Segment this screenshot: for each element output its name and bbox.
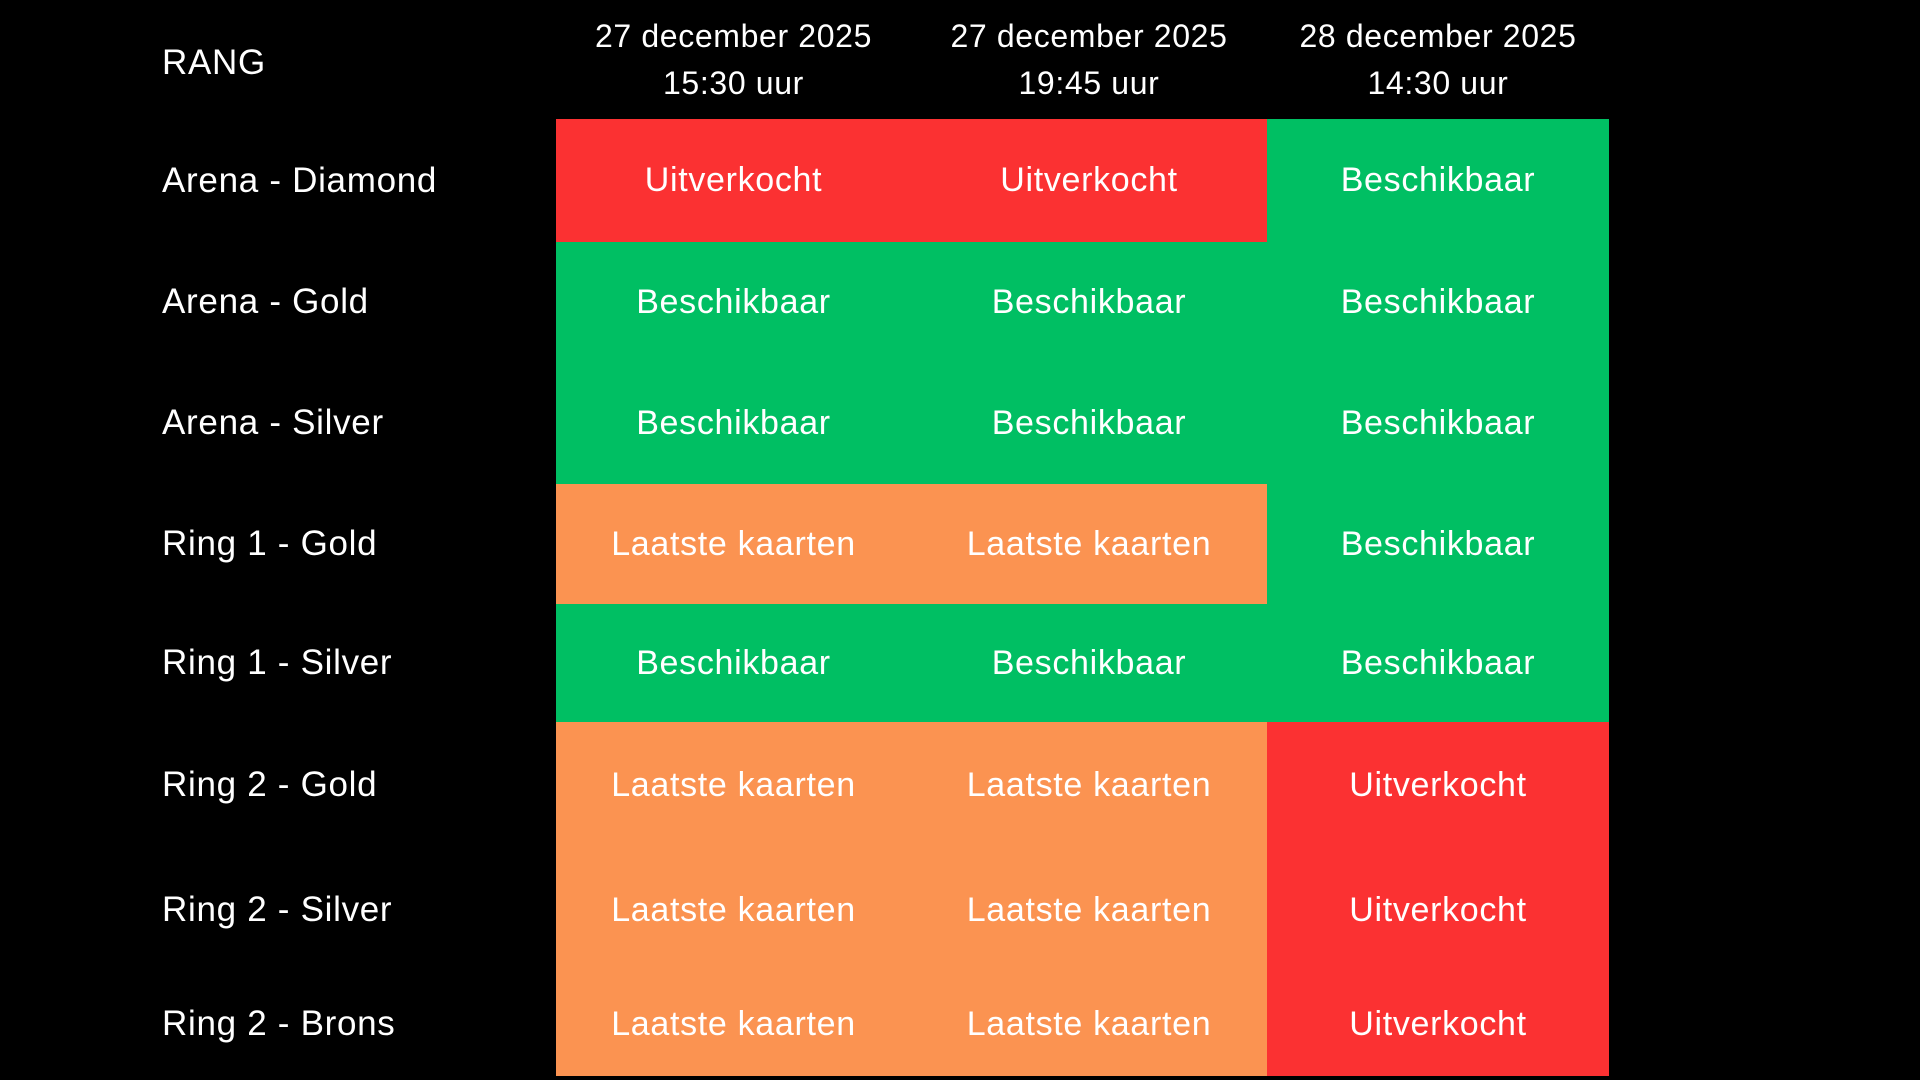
status-label: Laatste kaarten bbox=[966, 524, 1212, 563]
session-2-date: 27 december 2025 bbox=[950, 17, 1228, 54]
session-header-2: 27 december 2025 19:45 uur bbox=[911, 0, 1267, 119]
status-cell-sold-out[interactable]: Uitverkocht bbox=[1267, 848, 1609, 972]
status-label: Uitverkocht bbox=[644, 161, 823, 199]
status-label: Uitverkocht bbox=[1349, 765, 1527, 804]
status-label: Uitverkocht bbox=[1349, 1004, 1527, 1043]
status-label: Beschikbaar bbox=[1340, 282, 1536, 321]
rank-label-text: Ring 1 - Gold bbox=[162, 524, 378, 563]
status-label: Laatste kaarten bbox=[611, 765, 856, 804]
status-label: Beschikbaar bbox=[1340, 643, 1536, 682]
status-cell-available[interactable]: Beschikbaar bbox=[911, 604, 1267, 722]
status-cell-available[interactable]: Beschikbaar bbox=[556, 242, 911, 362]
status-label: Uitverkocht bbox=[1349, 890, 1527, 929]
session-1-date: 27 december 2025 bbox=[594, 17, 873, 54]
status-label: Beschikbaar bbox=[991, 643, 1187, 682]
session-3-date: 28 december 2025 bbox=[1299, 17, 1577, 54]
rank-label-text: Arena - Gold bbox=[162, 282, 369, 321]
rank-label: Ring 2 - Brons bbox=[0, 972, 556, 1076]
status-label: Uitverkocht bbox=[1000, 161, 1178, 199]
session-header-1: 27 december 2025 15:30 uur bbox=[556, 0, 911, 119]
rank-label-text: Ring 2 - Gold bbox=[162, 765, 378, 804]
session-header-3: 28 december 2025 14:30 uur bbox=[1267, 0, 1609, 119]
status-cell-available[interactable]: Beschikbaar bbox=[1267, 484, 1609, 604]
status-cell-available[interactable]: Beschikbaar bbox=[556, 362, 911, 484]
status-label: Laatste kaarten bbox=[966, 765, 1212, 804]
status-cell-available[interactable]: Beschikbaar bbox=[1267, 119, 1609, 242]
status-cell-last-tickets[interactable]: Laatste kaarten bbox=[556, 848, 911, 972]
rank-label: Ring 1 - Gold bbox=[0, 484, 556, 604]
availability-table: RANG 27 december 2025 15:30 uur 27 decem… bbox=[0, 0, 1609, 1076]
session-1-time: 15:30 uur bbox=[663, 64, 804, 101]
status-label: Laatste kaarten bbox=[611, 1004, 856, 1043]
status-cell-last-tickets[interactable]: Laatste kaarten bbox=[556, 484, 911, 604]
status-cell-last-tickets[interactable]: Laatste kaarten bbox=[911, 972, 1267, 1076]
status-cell-available[interactable]: Beschikbaar bbox=[556, 604, 911, 722]
status-cell-sold-out[interactable]: Uitverkocht bbox=[1267, 972, 1609, 1076]
status-cell-last-tickets[interactable]: Laatste kaarten bbox=[911, 848, 1267, 972]
status-cell-available[interactable]: Beschikbaar bbox=[1267, 242, 1609, 362]
rank-label-text: Ring 2 - Brons bbox=[162, 1004, 396, 1043]
status-label: Laatste kaarten bbox=[611, 524, 856, 563]
rank-label-text: Ring 2 - Silver bbox=[162, 890, 393, 929]
status-cell-available[interactable]: Beschikbaar bbox=[911, 242, 1267, 362]
status-label: Laatste kaarten bbox=[966, 890, 1212, 929]
status-label: Beschikbaar bbox=[636, 282, 831, 321]
status-cell-last-tickets[interactable]: Laatste kaarten bbox=[911, 722, 1267, 848]
status-label: Beschikbaar bbox=[991, 282, 1187, 321]
status-cell-last-tickets[interactable]: Laatste kaarten bbox=[556, 722, 911, 848]
status-label: Beschikbaar bbox=[1340, 161, 1536, 199]
session-2-time: 19:45 uur bbox=[1018, 64, 1160, 101]
status-label: Beschikbaar bbox=[1340, 403, 1536, 442]
rank-label: Arena - Gold bbox=[0, 242, 556, 362]
status-cell-last-tickets[interactable]: Laatste kaarten bbox=[911, 484, 1267, 604]
rank-label: Ring 1 - Silver bbox=[0, 604, 556, 722]
status-label: Beschikbaar bbox=[636, 403, 831, 442]
status-cell-available[interactable]: Beschikbaar bbox=[1267, 604, 1609, 722]
rank-label-text: Arena - Diamond bbox=[162, 160, 438, 200]
status-label: Beschikbaar bbox=[1340, 524, 1536, 563]
status-cell-sold-out[interactable]: Uitverkocht bbox=[556, 119, 911, 242]
status-label: Laatste kaarten bbox=[611, 890, 856, 929]
rank-label: Arena - Diamond bbox=[0, 119, 556, 242]
rank-header-label: RANG bbox=[162, 42, 266, 82]
status-label: Beschikbaar bbox=[636, 643, 831, 682]
status-cell-available[interactable]: Beschikbaar bbox=[1267, 362, 1609, 484]
status-cell-sold-out[interactable]: Uitverkocht bbox=[1267, 722, 1609, 848]
rank-label: Ring 2 - Silver bbox=[0, 848, 556, 972]
rank-label: Arena - Silver bbox=[0, 362, 556, 484]
rank-label-text: Ring 1 - Silver bbox=[162, 643, 393, 682]
status-label: Laatste kaarten bbox=[966, 1004, 1212, 1043]
status-cell-last-tickets[interactable]: Laatste kaarten bbox=[556, 972, 911, 1076]
rank-label: Ring 2 - Gold bbox=[0, 722, 556, 848]
rank-label-text: Arena - Silver bbox=[162, 403, 384, 442]
session-3-time: 14:30 uur bbox=[1367, 64, 1509, 101]
status-cell-sold-out[interactable]: Uitverkocht bbox=[911, 119, 1267, 242]
status-cell-available[interactable]: Beschikbaar bbox=[911, 362, 1267, 484]
status-label: Beschikbaar bbox=[991, 403, 1187, 442]
rank-column-header: RANG bbox=[0, 0, 556, 119]
